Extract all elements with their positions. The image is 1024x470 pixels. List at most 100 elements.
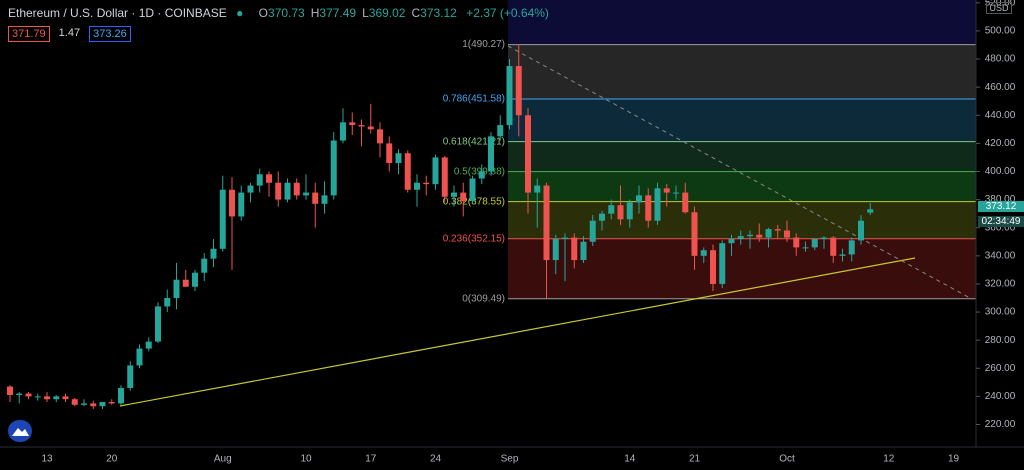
candle-body xyxy=(44,396,50,400)
candle-body xyxy=(16,393,23,395)
candle-body xyxy=(747,234,753,237)
candle-body xyxy=(340,122,346,141)
candle-body xyxy=(765,229,772,238)
candle-body xyxy=(811,238,818,248)
header: Ethereum / U.S. Dollar · 1D · COINBASE ●… xyxy=(8,6,549,20)
trendlines xyxy=(119,45,971,407)
y-tick-label: 380.00 xyxy=(985,194,1016,205)
y-tick-label: 520.00 xyxy=(985,0,1016,8)
candle-body xyxy=(441,157,448,197)
x-tick-label: 17 xyxy=(365,454,377,465)
candle-body xyxy=(552,238,559,261)
candle-body xyxy=(127,365,134,388)
ohlc-key: H xyxy=(310,6,320,20)
candle-body xyxy=(81,403,87,405)
indicator-value: 1.47 xyxy=(58,27,81,39)
candle-body xyxy=(62,396,69,400)
candle-body xyxy=(626,202,633,220)
countdown: 02:34:49 xyxy=(978,216,1024,228)
ohlc-value: 370.73 xyxy=(268,6,305,20)
candle-body xyxy=(266,174,272,183)
candle-body xyxy=(784,230,790,238)
candle-body xyxy=(201,258,208,273)
candle-body xyxy=(525,115,531,193)
candle-body xyxy=(691,212,698,256)
candle-body xyxy=(719,243,726,284)
candle-body xyxy=(515,66,522,116)
change: +2.37 (+0.64%) xyxy=(466,6,549,20)
y-tick-label: 480.00 xyxy=(985,54,1016,65)
candle-body xyxy=(229,189,235,217)
y-tick-label: 460.00 xyxy=(985,82,1016,93)
candle-body xyxy=(478,171,485,179)
candle-body xyxy=(90,403,97,407)
fib-label: 0.236(352.15) xyxy=(443,233,505,244)
fib-band xyxy=(508,201,976,239)
x-tick-label: 10 xyxy=(300,454,312,465)
ohlc-value: 377.49 xyxy=(319,6,357,20)
candle-body xyxy=(839,254,846,256)
candle-body xyxy=(182,279,189,287)
indicator-value: 373.26 xyxy=(89,26,131,42)
fib-band xyxy=(508,171,976,202)
candle-body xyxy=(636,195,642,203)
x-tick-label: Oct xyxy=(779,454,795,465)
candle-body xyxy=(830,237,837,256)
candle-body xyxy=(497,125,504,137)
indicator-value: 371.79 xyxy=(8,26,50,42)
candle-body xyxy=(164,298,171,307)
candle-body xyxy=(25,393,32,397)
candle-body xyxy=(682,192,689,213)
candle-body xyxy=(71,399,78,405)
candle-body xyxy=(303,192,309,196)
candle-body xyxy=(756,234,763,238)
candle-body xyxy=(654,188,661,221)
candle-body xyxy=(663,188,670,193)
y-tick-label: 220.00 xyxy=(985,419,1016,430)
candle-body xyxy=(423,182,430,185)
candle-body xyxy=(386,143,393,164)
candle-body xyxy=(451,192,457,197)
x-tick-label: 12 xyxy=(883,454,895,465)
candle-body xyxy=(571,237,578,261)
candle-body xyxy=(7,386,13,395)
candle-body xyxy=(728,238,735,244)
candle-body xyxy=(543,185,550,261)
candle-body xyxy=(192,272,198,287)
candle-body xyxy=(367,126,374,130)
ohlc-value: 373.12 xyxy=(420,6,457,20)
candles xyxy=(7,44,874,410)
candle-body xyxy=(710,250,716,284)
candle-body xyxy=(414,182,420,190)
candle-body xyxy=(700,250,707,256)
candle-body xyxy=(858,220,864,241)
candle-body xyxy=(108,402,115,404)
x-tick-label: 24 xyxy=(430,454,442,465)
candle-body xyxy=(774,229,781,231)
fib-top-area xyxy=(508,0,976,44)
candle-body xyxy=(534,185,541,193)
fib-bands: 1(490.27)0.786(451.58)0.618(421.21)0.5(3… xyxy=(443,39,976,304)
y-tick-label: 260.00 xyxy=(985,363,1016,374)
x-tick-label: Aug xyxy=(214,454,232,465)
candle-body xyxy=(247,185,254,193)
candle-body xyxy=(737,236,744,239)
candle-body xyxy=(802,247,809,249)
candle-body xyxy=(599,213,605,221)
candle-body xyxy=(321,195,328,204)
candle-body xyxy=(617,205,624,220)
candle-body xyxy=(99,402,106,407)
y-tick-label: 400.00 xyxy=(985,166,1016,177)
ohlc-key: C xyxy=(411,6,421,20)
candle-body xyxy=(349,122,356,126)
candle-body xyxy=(312,192,319,204)
candle-body xyxy=(867,209,874,213)
candle-body xyxy=(645,195,652,221)
candle-body xyxy=(488,136,494,172)
candle-body xyxy=(821,237,827,239)
trendline xyxy=(119,257,916,407)
ohlc: O370.73 H377.49 L369.02 C373.12 xyxy=(253,6,457,20)
candle-body xyxy=(275,182,282,200)
